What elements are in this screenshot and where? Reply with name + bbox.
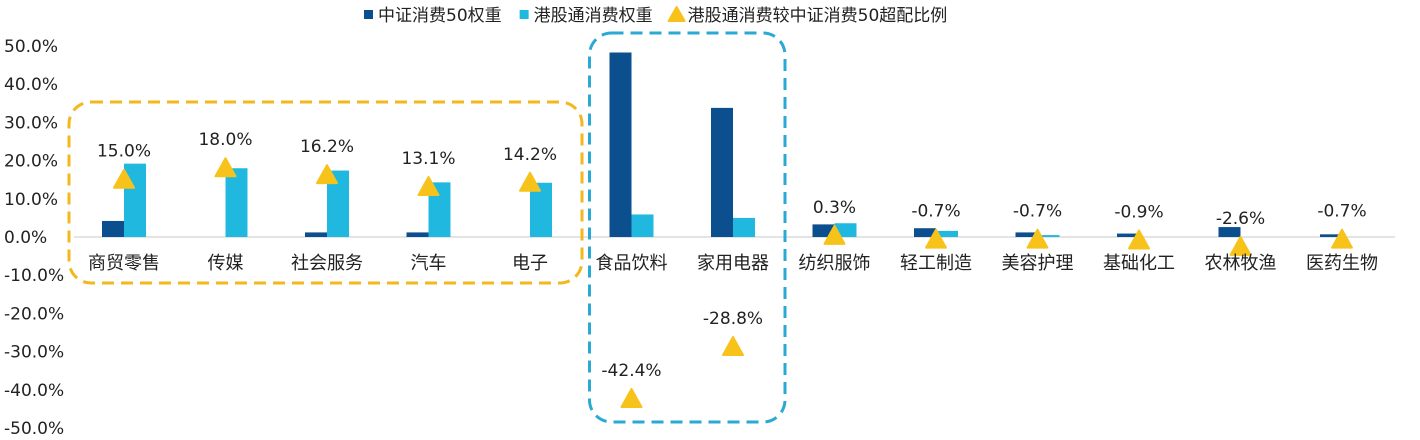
category-label: 传媒 (208, 253, 244, 274)
overweight-triangle-marker (316, 164, 338, 185)
overweight-triangle-marker (620, 387, 643, 408)
y-tick-label: 40.0% (4, 75, 58, 95)
bar-csi-consumer50 (609, 52, 632, 237)
data-label: -42.4% (601, 361, 661, 381)
highlight-group-box (67, 100, 584, 285)
overweight-triangle-marker (1128, 229, 1150, 250)
bar-csi-consumer50 (406, 232, 429, 237)
y-tick-label: 20.0% (4, 152, 58, 172)
category-label: 农林牧渔 (1205, 253, 1277, 274)
bar-csi-consumer50 (1218, 227, 1241, 237)
y-tick-label: 0.0% (4, 228, 47, 248)
category-label: 商贸零售 (88, 253, 160, 274)
overweight-triangle-marker (519, 171, 541, 192)
category-label: 医药生物 (1306, 253, 1378, 274)
y-tick-label: -30.0% (4, 343, 64, 363)
overweight-triangle-marker (417, 175, 440, 196)
y-axis: 50.0% 40.0% 30.0% 20.0% 10.0% 0.0% -10.0% -20.0… (4, 37, 1395, 439)
y-tick-label: 10.0% (4, 190, 58, 210)
category-label: 纺织服饰 (799, 253, 871, 274)
bar-csi-consumer50 (914, 228, 936, 237)
bar-hk-connect-consumer (1037, 235, 1060, 237)
overweight-triangle-marker (823, 224, 846, 245)
y-tick-label: -20.0% (4, 304, 64, 324)
data-label: 13.1% (401, 149, 455, 169)
bar-hk-connect-consumer (428, 182, 451, 237)
category-label: 美容护理 (1002, 253, 1074, 274)
overweight-triangle-marker (113, 168, 135, 189)
bar-csi-consumer50 (1117, 233, 1139, 237)
data-label: -0.9% (1114, 202, 1163, 222)
bar-hk-connect-consumer (631, 214, 654, 237)
bar-csi-consumer50 (102, 220, 124, 237)
overweight-triangle-marker (722, 336, 744, 357)
legend: 中证消费50权重 港股通消费权重 港股通消费较中证消费50超配比例 (364, 6, 947, 26)
highlight-groups (67, 31, 787, 424)
data-label: -0.7% (1013, 202, 1062, 222)
overweight-triangle-marker (1229, 235, 1252, 256)
overweight-triangle-marker (1026, 228, 1049, 249)
legend-triangle (667, 6, 686, 22)
data-label: 18.0% (198, 130, 252, 150)
legend-label: 港股通消费较中证消费50超配比例 (688, 6, 948, 26)
overweight-triangle-marker (925, 228, 947, 249)
bar-hk-connect-consumer (225, 168, 248, 237)
data-label: 15.0% (97, 142, 151, 162)
data-label: -0.7% (911, 202, 960, 222)
data-label: 14.2% (503, 145, 557, 165)
bar-csi-consumer50 (305, 232, 327, 237)
overweight-triangle-marker (214, 157, 237, 178)
legend-label: 港股通消费权重 (534, 6, 653, 26)
category-label: 食品饮料 (596, 253, 668, 274)
data-label: -28.8% (703, 309, 763, 329)
y-tick-label: -50.0% (4, 419, 64, 439)
legend-label: 中证消费50权重 (378, 6, 502, 26)
y-tick-label: 50.0% (4, 37, 58, 57)
data-label: -2.6% (1216, 209, 1265, 229)
data-label: 0.3% (813, 198, 856, 218)
category-label: 基础化工 (1103, 253, 1175, 274)
bar-hk-connect-consumer (530, 182, 552, 237)
y-tick-label: -40.0% (4, 381, 64, 401)
highlight-group-box (588, 31, 787, 424)
bar-hk-connect-consumer (327, 170, 349, 237)
bar-hk-connect-consumer (834, 223, 857, 237)
y-tick-label: 30.0% (4, 113, 58, 133)
legend-swatch (364, 10, 373, 19)
bars (102, 52, 1342, 237)
y-tick-label: -10.0% (4, 266, 64, 286)
data-label: -0.7% (1317, 202, 1366, 222)
bar-csi-consumer50 (1320, 234, 1342, 237)
legend-swatch (519, 10, 529, 19)
data-label: 16.2% (300, 137, 354, 157)
labels: 商贸零售 传媒 社会服务 汽车 电子 食品饮料 家用电器 纺织服饰 轻工制造 美容护理 基础化工 农林… (88, 130, 1378, 381)
bar-csi-consumer50 (1015, 232, 1038, 237)
category-label: 家用电器 (697, 253, 769, 274)
bar-csi-consumer50 (711, 107, 733, 237)
overweight-triangle-marker (1331, 228, 1353, 249)
category-label: 轻工制造 (900, 253, 972, 274)
category-label: 汽车 (411, 253, 447, 274)
category-label: 社会服务 (291, 253, 363, 274)
markers (113, 157, 1353, 408)
category-label: 电子 (512, 253, 548, 274)
bar-hk-connect-consumer (936, 230, 958, 237)
bar-hk-connect-consumer (733, 217, 755, 237)
